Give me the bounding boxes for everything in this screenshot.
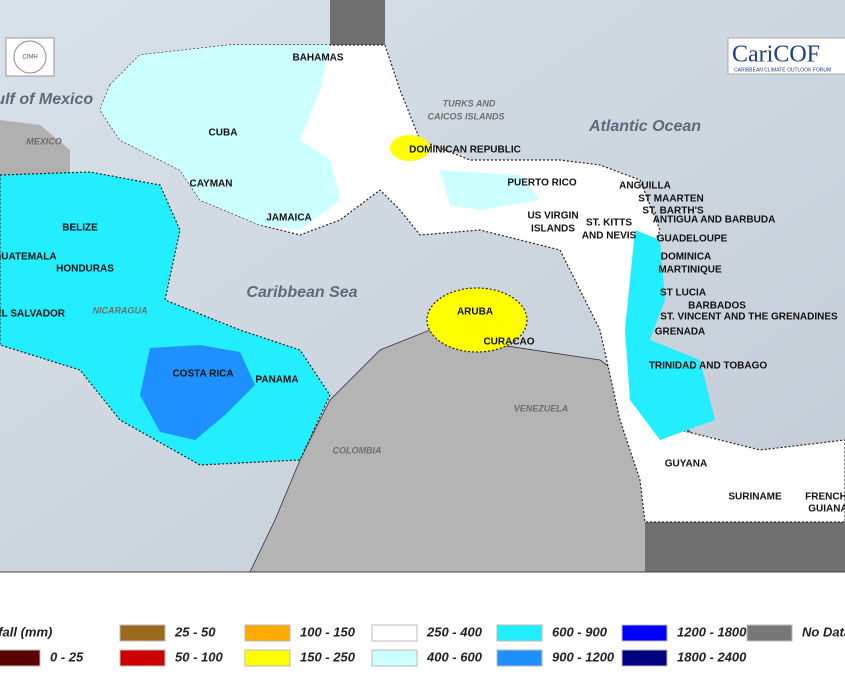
place-label: ST MAARTEN	[638, 194, 704, 205]
place-label: ANTIGUA AND BARBUDA	[653, 215, 776, 226]
no-data-zone	[330, 0, 385, 45]
legend-label: 150 - 250	[300, 649, 356, 664]
legend-swatch	[0, 649, 41, 667]
logo-box	[727, 37, 845, 75]
country-label: MEXICO	[26, 136, 62, 146]
place-label: PUERTO RICO	[507, 178, 576, 189]
legend-swatch	[621, 624, 668, 642]
logo-subtitle: CARIBBEAN CLIMATE OUTLOOK FORUM	[734, 67, 831, 73]
legend-label: 250 - 400	[426, 624, 483, 639]
water-label: Atlantic Ocean	[588, 118, 701, 135]
place-label: GUATEMALA	[0, 252, 57, 263]
zone-150-250	[426, 287, 528, 353]
place-label: DOMINICAN REPUBLIC	[409, 145, 521, 156]
place-label: CAYMAN	[190, 179, 233, 190]
legend-swatch	[244, 649, 291, 667]
legend-label: 0 - 25	[50, 649, 84, 664]
place-label: GUYANA	[665, 459, 707, 470]
legend-swatch	[496, 624, 543, 642]
place-label: EL SALVADOR	[0, 309, 66, 320]
legend-label: 100 - 150	[300, 624, 356, 639]
logo-seal	[13, 40, 47, 74]
place-label: ISLANDS	[531, 224, 575, 235]
water-label: Gulf of Mexico	[0, 91, 93, 108]
place-label: BARBADOS	[688, 301, 746, 312]
place-label: TRINIDAD AND TOBAGO	[649, 361, 768, 372]
place-label: SURINAME	[728, 492, 782, 503]
place-label: ST LUCIA	[660, 288, 706, 299]
zone-900-1200	[140, 345, 255, 440]
place-label: ST. VINCENT AND THE GRENADINES	[660, 312, 838, 323]
place-label: CUBA	[209, 128, 238, 139]
legend-label: No Data	[802, 624, 845, 639]
country-label: COLOMBIA	[333, 445, 382, 455]
country-label: NICARAGUA	[93, 305, 148, 315]
place-label: CURACAO	[483, 337, 534, 348]
legend-label: 50 - 100	[175, 649, 223, 664]
place-label: GRENADA	[655, 327, 706, 338]
legend-label: 400 - 600	[426, 649, 483, 664]
place-label: BELIZE	[62, 223, 98, 234]
place-label: DOMINICA	[661, 252, 712, 263]
legend-swatch	[621, 649, 668, 667]
legend-label: 1800 - 2400	[677, 649, 747, 664]
place-label: ARUBA	[457, 307, 493, 318]
legend-swatch	[746, 624, 793, 642]
legend: 0 - 25 25 - 50 50 - 100 100 - 150 150 - 250 2…	[0, 624, 845, 667]
place-label: HONDURAS	[56, 264, 114, 275]
zone-400-600	[440, 170, 540, 210]
labels: Gulf of Mexico Atlantic Ocean Caribbean Se…	[0, 53, 845, 515]
legend-swatch	[496, 649, 543, 667]
legend-label: 25 - 50	[174, 624, 216, 639]
place-label: FRENCH	[805, 492, 845, 503]
place-label: ST. BARTH'S	[642, 206, 704, 217]
country-label: TURKS AND	[443, 98, 496, 108]
legend-swatch	[119, 649, 166, 667]
logo-title: CariCOF	[732, 42, 820, 68]
zone-150-250	[390, 135, 430, 161]
place-label: AND NEVIS	[582, 231, 637, 242]
country-label: CAICOS ISLANDS	[427, 111, 504, 121]
water-label: Caribbean Sea	[246, 284, 357, 301]
place-label: ST. KITTS	[586, 218, 632, 229]
place-label: BAHAMAS	[292, 53, 343, 64]
legend-label: 1200 - 1800	[677, 624, 747, 639]
legend-swatch	[244, 624, 291, 642]
place-label: JAMAICA	[266, 213, 312, 224]
place-label: PANAMA	[255, 375, 298, 386]
legend-label: 900 - 1200	[552, 649, 615, 664]
place-label: GUADELOUPE	[657, 234, 728, 245]
logo-text: CIMH	[22, 55, 37, 61]
no-data-zone	[645, 522, 845, 572]
place-label: ANGUILLA	[619, 181, 671, 192]
legend-swatch	[371, 649, 418, 667]
place-label: MARTINIQUE	[658, 265, 722, 276]
legend-swatch	[119, 624, 166, 642]
legend-title: Rainfall (mm)	[0, 624, 52, 639]
place-label: COSTA RICA	[172, 369, 233, 380]
zone-400-600	[100, 45, 340, 230]
legend-label: 600 - 900	[552, 624, 608, 639]
country-label: VENEZUELA	[514, 403, 569, 413]
zone-600-900	[625, 230, 715, 440]
legend-swatch	[371, 624, 418, 642]
place-label: GUIANA	[808, 504, 845, 515]
place-label: US VIRGIN	[527, 211, 578, 222]
